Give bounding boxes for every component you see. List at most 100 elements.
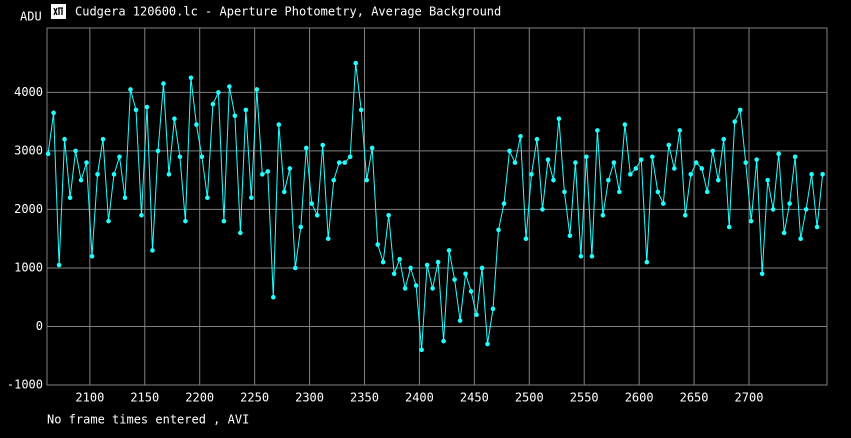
data-point xyxy=(67,195,73,201)
data-point xyxy=(820,172,825,177)
data-point xyxy=(540,207,545,212)
data-point xyxy=(441,338,446,344)
data-point xyxy=(715,177,721,183)
data-point xyxy=(128,87,133,92)
data-point xyxy=(100,136,106,142)
data-point xyxy=(249,195,254,201)
x-tick-label: 2300 xyxy=(295,391,324,405)
y-tick-label: -1000 xyxy=(7,378,43,392)
data-point xyxy=(633,166,639,171)
data-point xyxy=(743,160,749,165)
data-point xyxy=(353,60,359,66)
data-point xyxy=(606,177,611,183)
data-point xyxy=(534,136,540,142)
data-point xyxy=(699,166,705,171)
data-point xyxy=(358,107,364,113)
data-point xyxy=(584,154,589,160)
x-tick-label: 2350 xyxy=(350,391,379,405)
data-point xyxy=(551,177,556,183)
data-point xyxy=(391,271,397,277)
data-point xyxy=(402,286,408,291)
data-point xyxy=(276,122,282,127)
x-tick-label: 2400 xyxy=(405,391,434,405)
data-point xyxy=(611,160,617,165)
data-point xyxy=(386,212,391,218)
data-point xyxy=(243,107,249,113)
data-point xyxy=(792,154,798,160)
data-point xyxy=(139,212,144,218)
data-point xyxy=(776,151,781,157)
data-point xyxy=(814,224,820,230)
data-point xyxy=(704,189,710,195)
data-point xyxy=(199,154,205,160)
data-point xyxy=(281,189,287,195)
data-point xyxy=(221,218,227,224)
x-tick-label: 2450 xyxy=(460,391,489,405)
data-point xyxy=(677,128,683,133)
data-point xyxy=(479,265,485,271)
data-point xyxy=(737,107,743,113)
data-point xyxy=(430,286,435,291)
data-point xyxy=(303,145,309,151)
data-point xyxy=(265,169,271,174)
data-point xyxy=(144,104,150,110)
data-point xyxy=(803,207,809,212)
data-point xyxy=(188,75,194,81)
data-point xyxy=(287,166,293,171)
data-point xyxy=(117,154,122,160)
data-point xyxy=(133,107,139,113)
data-point xyxy=(661,201,666,206)
data-point xyxy=(56,262,62,268)
data-point xyxy=(600,212,606,218)
data-point xyxy=(688,172,694,177)
data-point xyxy=(106,218,111,224)
data-point xyxy=(644,259,650,265)
data-point xyxy=(781,230,787,236)
data-point xyxy=(51,110,56,116)
data-point xyxy=(650,154,655,160)
x-tick-label: 2250 xyxy=(240,391,269,405)
data-point xyxy=(595,128,600,133)
data-point xyxy=(364,177,369,183)
data-point xyxy=(205,195,210,201)
data-point xyxy=(501,201,507,206)
data-point xyxy=(210,101,216,107)
data-point xyxy=(320,142,326,148)
data-point xyxy=(122,195,128,201)
data-point xyxy=(617,189,622,195)
data-point xyxy=(325,236,331,241)
y-tick-label: 2000 xyxy=(14,202,43,216)
data-point xyxy=(556,116,562,122)
data-point xyxy=(309,201,315,206)
data-point xyxy=(545,157,551,162)
data-point xyxy=(298,224,304,230)
data-point xyxy=(292,265,298,271)
data-point xyxy=(507,148,512,154)
data-point xyxy=(271,294,276,300)
data-point xyxy=(721,136,727,142)
footer: No frame times entered , AVI xyxy=(47,413,249,427)
data-point xyxy=(759,271,765,277)
data-point xyxy=(369,145,375,151)
data-point xyxy=(424,262,430,268)
data-point xyxy=(155,148,161,154)
data-point xyxy=(578,253,584,259)
data-point xyxy=(183,218,188,224)
data-point xyxy=(666,142,672,148)
y-tick-label: 4000 xyxy=(14,85,43,99)
window-icon xyxy=(51,4,66,19)
data-point xyxy=(474,312,479,318)
data-point xyxy=(194,122,199,127)
y-tick-label: 0 xyxy=(36,319,43,333)
data-point xyxy=(314,212,320,218)
data-point xyxy=(671,166,677,171)
data-point xyxy=(529,172,534,177)
y-tick-label: 1000 xyxy=(14,260,43,274)
chart-title: Cudgera 120600.lc - Aperture Photometry,… xyxy=(75,5,501,19)
data-point xyxy=(84,160,89,165)
data-point xyxy=(468,289,474,294)
data-point xyxy=(518,133,523,139)
